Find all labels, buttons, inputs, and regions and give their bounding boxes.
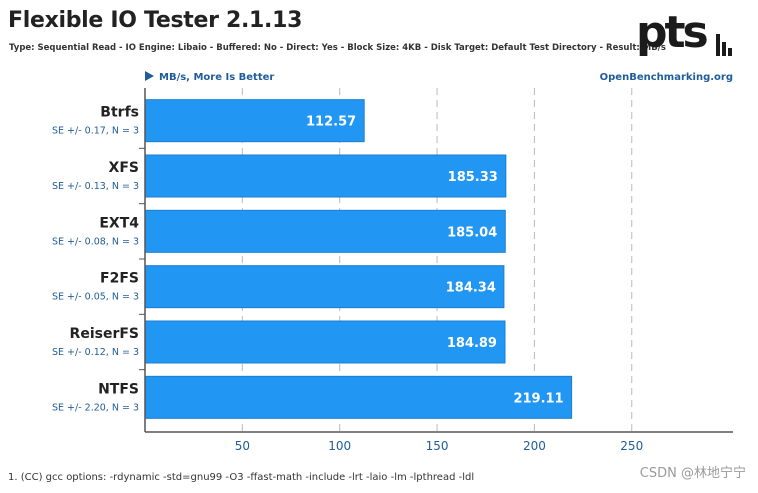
bar-reiserfs — [144, 320, 506, 364]
error-label-ntfs: SE +/- 2.20, N = 3 — [52, 402, 139, 413]
x-tick-label-0: 50 — [235, 439, 250, 453]
chart-subtitle: Type: Sequential Read - IO Engine: Libai… — [9, 43, 666, 53]
bar-btrfs — [144, 99, 365, 143]
chart-title: Flexible IO Tester 2.1.13 — [8, 8, 303, 33]
bar-ntfs — [144, 375, 573, 419]
x-tick-label-1: 100 — [328, 439, 351, 453]
error-label-xfs: SE +/- 0.13, N = 3 — [52, 181, 139, 192]
source-label: OpenBenchmarking.org — [600, 72, 733, 83]
units-arrow-icon — [145, 71, 154, 81]
x-tick-label-4: 250 — [620, 439, 643, 453]
error-label-f2fs: SE +/- 0.05, N = 3 — [52, 292, 139, 303]
footnote: 1. (CC) gcc options: -rdynamic -std=gnu9… — [8, 472, 475, 483]
error-label-ext4: SE +/- 0.08, N = 3 — [52, 236, 139, 247]
category-label-xfs: XFS — [109, 160, 139, 176]
category-label-btrfs: Btrfs — [100, 105, 139, 121]
error-label-btrfs: SE +/- 0.17, N = 3 — [52, 126, 139, 137]
value-label-xfs: 185.33 — [448, 170, 498, 185]
category-label-f2fs: F2FS — [100, 271, 139, 287]
value-label-reiserfs: 184.89 — [447, 336, 497, 351]
pts-logo: pts — [636, 7, 709, 58]
units-label: MB/s, More Is Better — [159, 72, 274, 83]
x-tick-label-2: 150 — [426, 439, 449, 453]
bar-xfs — [144, 154, 507, 198]
value-label-ext4: 185.04 — [447, 225, 497, 240]
value-label-ntfs: 219.11 — [513, 391, 563, 406]
x-tick-label-3: 200 — [523, 439, 546, 453]
pts-logo-bars-icon — [716, 32, 732, 56]
bar-f2fs — [144, 265, 505, 309]
category-label-ntfs: NTFS — [98, 381, 139, 397]
error-label-reiserfs: SE +/- 0.12, N = 3 — [52, 347, 139, 358]
value-label-btrfs: 112.57 — [306, 115, 356, 130]
watermark: CSDN @林地宁宁 — [639, 466, 746, 481]
category-label-reiserfs: ReiserFS — [70, 326, 139, 342]
bar-ext4 — [144, 209, 506, 253]
category-label-ext4: EXT4 — [99, 215, 139, 231]
value-label-f2fs: 184.34 — [446, 281, 496, 296]
